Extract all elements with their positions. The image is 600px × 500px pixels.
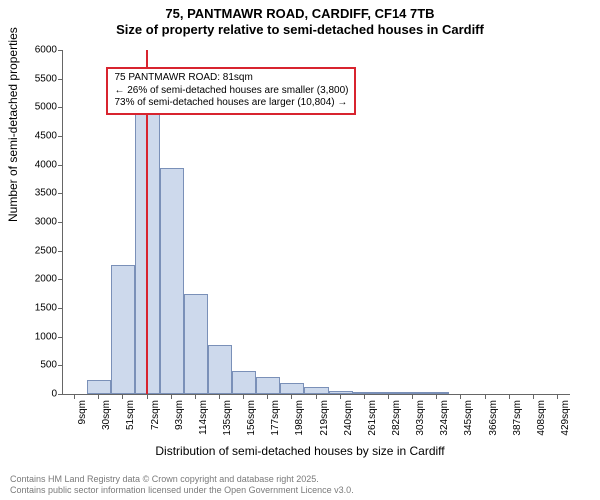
y-tick-mark	[58, 337, 62, 338]
histogram-bar	[111, 265, 135, 394]
x-tick-label: 240sqm	[343, 400, 354, 436]
y-tick-label: 0	[17, 389, 57, 400]
x-tick-mark	[436, 395, 437, 399]
histogram-bar	[304, 387, 328, 394]
y-tick-mark	[58, 193, 62, 194]
chart-container: 75, PANTMAWR ROAD, CARDIFF, CF14 7TB Siz…	[0, 0, 600, 500]
y-tick-label: 3000	[17, 217, 57, 228]
x-axis-label: Distribution of semi-detached houses by …	[0, 444, 600, 458]
x-tick-label: 324sqm	[439, 400, 450, 436]
x-tick-label: 345sqm	[463, 400, 474, 436]
y-tick-label: 5000	[17, 102, 57, 113]
histogram-bar	[401, 392, 425, 394]
x-tick-mark	[147, 395, 148, 399]
y-tick-mark	[58, 136, 62, 137]
histogram-bar	[329, 391, 353, 394]
histogram-bar	[280, 383, 304, 394]
x-tick-label: 9sqm	[77, 400, 88, 424]
x-tick-label: 303sqm	[415, 400, 426, 436]
y-tick-mark	[58, 107, 62, 108]
x-tick-label: 198sqm	[294, 400, 305, 436]
annotation-line: ← 26% of semi-detached houses are smalle…	[114, 85, 348, 98]
y-tick-mark	[58, 165, 62, 166]
plot-region: 75 PANTMAWR ROAD: 81sqm← 26% of semi-det…	[62, 50, 570, 395]
y-tick-label: 6000	[17, 45, 57, 56]
title-line-2: Size of property relative to semi-detach…	[10, 22, 590, 38]
x-tick-label: 51sqm	[125, 400, 136, 430]
x-tick-label: 135sqm	[222, 400, 233, 436]
x-tick-label: 429sqm	[560, 400, 571, 436]
histogram-bar	[377, 392, 401, 394]
x-tick-mark	[219, 395, 220, 399]
x-tick-mark	[291, 395, 292, 399]
title-line-1: 75, PANTMAWR ROAD, CARDIFF, CF14 7TB	[10, 6, 590, 22]
y-tick-mark	[58, 394, 62, 395]
x-tick-label: 219sqm	[319, 400, 330, 436]
x-tick-mark	[122, 395, 123, 399]
x-tick-label: 93sqm	[174, 400, 185, 430]
x-tick-label: 366sqm	[488, 400, 499, 436]
x-tick-mark	[171, 395, 172, 399]
histogram-bar	[208, 345, 232, 394]
y-tick-mark	[58, 365, 62, 366]
x-tick-mark	[412, 395, 413, 399]
x-tick-mark	[509, 395, 510, 399]
x-tick-mark	[74, 395, 75, 399]
y-tick-label: 4000	[17, 159, 57, 170]
histogram-bar	[425, 392, 449, 394]
x-tick-label: 156sqm	[246, 400, 257, 436]
footer-line-1: Contains HM Land Registry data © Crown c…	[10, 474, 354, 485]
x-tick-label: 261sqm	[367, 400, 378, 436]
x-tick-mark	[243, 395, 244, 399]
histogram-bar	[353, 392, 377, 394]
y-tick-label: 4500	[17, 131, 57, 142]
annotation-line: 73% of semi-detached houses are larger (…	[114, 97, 348, 110]
histogram-bar	[256, 377, 280, 394]
x-tick-label: 387sqm	[512, 400, 523, 436]
histogram-bar	[232, 371, 256, 394]
x-tick-mark	[195, 395, 196, 399]
y-tick-label: 3500	[17, 188, 57, 199]
x-tick-mark	[364, 395, 365, 399]
x-tick-mark	[533, 395, 534, 399]
annotation-line: 75 PANTMAWR ROAD: 81sqm	[114, 72, 348, 85]
histogram-bar	[87, 380, 111, 394]
x-tick-label: 30sqm	[101, 400, 112, 430]
annotation-box: 75 PANTMAWR ROAD: 81sqm← 26% of semi-det…	[106, 67, 356, 115]
x-tick-mark	[340, 395, 341, 399]
y-tick-label: 1500	[17, 303, 57, 314]
y-tick-mark	[58, 279, 62, 280]
y-tick-mark	[58, 251, 62, 252]
x-tick-mark	[557, 395, 558, 399]
y-tick-label: 500	[17, 360, 57, 371]
x-tick-mark	[460, 395, 461, 399]
x-tick-label: 282sqm	[391, 400, 402, 436]
x-tick-label: 408sqm	[536, 400, 547, 436]
y-tick-mark	[58, 222, 62, 223]
y-tick-label: 2000	[17, 274, 57, 285]
y-tick-mark	[58, 308, 62, 309]
y-tick-label: 1000	[17, 331, 57, 342]
x-tick-mark	[316, 395, 317, 399]
histogram-bar	[160, 168, 184, 394]
x-tick-label: 72sqm	[150, 400, 161, 430]
x-tick-mark	[485, 395, 486, 399]
y-tick-mark	[58, 79, 62, 80]
x-tick-label: 177sqm	[270, 400, 281, 436]
y-tick-mark	[58, 50, 62, 51]
y-tick-label: 5500	[17, 73, 57, 84]
footer-attribution: Contains HM Land Registry data © Crown c…	[10, 474, 354, 496]
x-tick-mark	[388, 395, 389, 399]
y-axis-label: Number of semi-detached properties	[6, 27, 20, 222]
footer-line-2: Contains public sector information licen…	[10, 485, 354, 496]
chart-area: 75 PANTMAWR ROAD: 81sqm← 26% of semi-det…	[62, 50, 570, 395]
title-block: 75, PANTMAWR ROAD, CARDIFF, CF14 7TB Siz…	[0, 0, 600, 41]
x-tick-label: 114sqm	[198, 400, 209, 435]
x-tick-mark	[98, 395, 99, 399]
histogram-bar	[184, 294, 208, 394]
y-tick-label: 2500	[17, 245, 57, 256]
x-tick-mark	[267, 395, 268, 399]
